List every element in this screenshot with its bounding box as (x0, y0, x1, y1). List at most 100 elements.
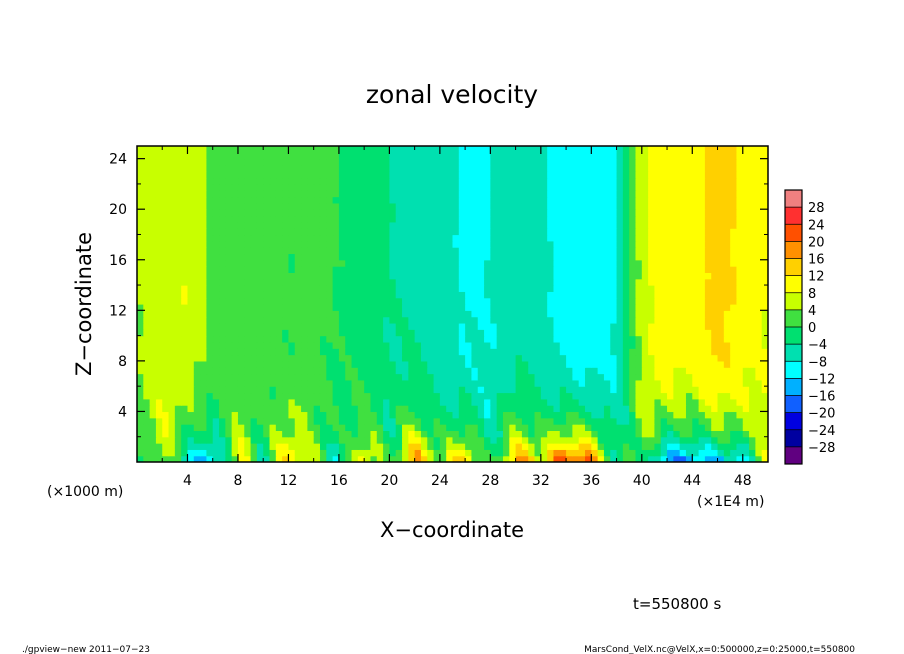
heatmap-cell (143, 341, 151, 349)
heatmap-cell (610, 221, 618, 229)
heatmap-cell (717, 335, 725, 343)
heatmap-cell (155, 190, 163, 198)
heatmap-cell (736, 202, 744, 210)
heatmap-cell (155, 164, 163, 172)
heatmap-cell (616, 297, 624, 305)
heatmap-cell (319, 392, 327, 400)
heatmap-cell (275, 285, 283, 292)
heatmap-cell (521, 436, 529, 444)
heatmap-cell (168, 183, 176, 191)
heatmap-cell (402, 240, 409, 248)
heatmap-cell (326, 177, 334, 185)
heatmap-cell (641, 348, 649, 356)
heatmap-cell (275, 202, 283, 210)
heatmap-cell (383, 322, 390, 330)
heatmap-cell (212, 449, 220, 457)
heatmap-cell (490, 417, 498, 425)
heatmap-cell (256, 247, 264, 255)
heatmap-cell (528, 304, 536, 311)
heatmap-cell (591, 171, 599, 179)
heatmap-cell (572, 360, 580, 368)
heatmap-cell (484, 190, 491, 198)
heatmap-cell (534, 221, 542, 229)
heatmap-cell (452, 209, 460, 217)
heatmap-cell (534, 266, 542, 273)
heatmap-cell (137, 285, 144, 292)
heatmap-cell (383, 297, 390, 305)
heatmap-cell (193, 341, 201, 349)
heatmap-cell (572, 215, 580, 223)
heatmap-cell (572, 202, 580, 210)
heatmap-cell (458, 436, 466, 444)
heatmap-cell (319, 202, 327, 210)
heatmap-cell (143, 386, 151, 394)
heatmap-cell (597, 354, 605, 362)
heatmap-cell (370, 240, 378, 248)
heatmap-cell (446, 329, 454, 337)
heatmap-cell (326, 247, 334, 255)
heatmap-cell (610, 291, 618, 299)
heatmap-cell (723, 424, 731, 431)
heatmap-cell (313, 335, 321, 343)
heatmap-cell (572, 272, 580, 280)
heatmap-cell (288, 443, 296, 450)
heatmap-cell (256, 304, 264, 311)
heatmap-cell (439, 164, 447, 172)
heatmap-cell (275, 158, 283, 166)
heatmap-cell (749, 436, 756, 444)
heatmap-cell (288, 455, 296, 462)
heatmap-cell (288, 196, 296, 204)
heatmap-cell (458, 348, 466, 356)
heatmap-cell (477, 360, 485, 368)
heatmap-cell (162, 183, 170, 191)
heatmap-cell (730, 310, 738, 318)
heatmap-cell (484, 215, 491, 223)
heatmap-cell (174, 436, 182, 444)
heatmap-cell (547, 367, 555, 375)
heatmap-cell (288, 411, 296, 419)
heatmap-cell (357, 146, 365, 153)
heatmap-cell (490, 373, 498, 381)
heatmap-cell (572, 183, 580, 191)
heatmap-cell (692, 424, 700, 431)
heatmap-cell (736, 164, 744, 172)
heatmap-cell (219, 183, 226, 191)
heatmap-cell (162, 443, 170, 450)
heatmap-cell (515, 253, 523, 261)
heatmap-cell (364, 398, 372, 406)
heatmap-cell (162, 379, 170, 387)
heatmap-cell (307, 386, 315, 394)
heatmap-cell (597, 304, 605, 311)
heatmap-cell (326, 310, 334, 318)
heatmap-cell (515, 285, 523, 292)
heatmap-cell (187, 247, 195, 255)
heatmap-cell (502, 177, 510, 185)
heatmap-cell (553, 436, 561, 444)
heatmap-cell (566, 253, 573, 261)
heatmap-cell (736, 430, 744, 438)
heatmap-cell (660, 304, 668, 311)
heatmap-cell (288, 152, 296, 160)
heatmap-cell (629, 158, 637, 166)
heatmap-cell (149, 386, 157, 394)
heatmap-cell (711, 386, 719, 394)
heatmap-cell (597, 190, 605, 198)
heatmap-cell (395, 291, 403, 299)
heatmap-cell (137, 190, 144, 198)
heatmap-cell (616, 202, 624, 210)
heatmap-cell (294, 190, 302, 198)
heatmap-cell (294, 316, 302, 324)
heatmap-cell (225, 373, 233, 381)
heatmap-cell (263, 386, 271, 394)
heatmap-cell (692, 158, 700, 166)
heatmap-cell (559, 386, 567, 394)
heatmap-cell (717, 146, 725, 153)
heatmap-cell (477, 310, 485, 318)
heatmap-cell (698, 278, 706, 286)
heatmap-cell (667, 152, 674, 160)
heatmap-cell (345, 164, 353, 172)
heatmap-cell (471, 272, 479, 280)
heatmap-cell (174, 266, 182, 273)
heatmap-cell (484, 329, 491, 337)
heatmap-cell (591, 234, 599, 242)
